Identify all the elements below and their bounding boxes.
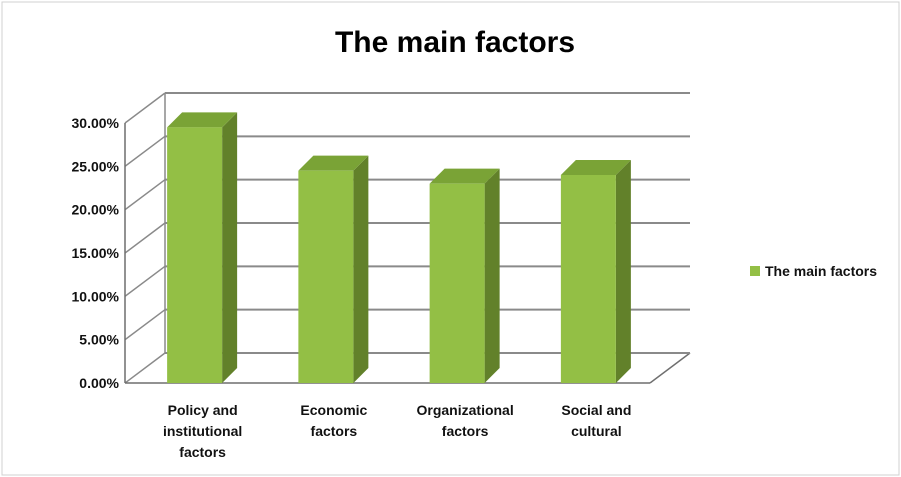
bar-side [353, 155, 369, 383]
x-tick-label-line: institutional [163, 423, 242, 439]
x-tick-label-line: factors [179, 444, 226, 460]
bar-side [615, 160, 631, 383]
legend-swatch [750, 266, 760, 276]
gridline-diagonal [124, 135, 166, 167]
gridline-diagonal [124, 179, 166, 211]
x-tick-label-line: Economic [300, 402, 367, 418]
bar-front [298, 170, 354, 383]
bar [298, 155, 369, 383]
y-tick-label: 15.00% [72, 245, 120, 261]
chart-title: The main factors [335, 26, 575, 59]
x-tick-label-line: Policy and [168, 402, 238, 418]
x-tick-label-line: Organizational [417, 402, 514, 418]
y-tick-label: 30.00% [72, 115, 120, 131]
x-tick-label-line: factors [311, 423, 358, 439]
bar-side [222, 112, 238, 383]
bar-side [484, 168, 500, 383]
bar [167, 112, 238, 383]
x-tick-label: Economic factors [300, 402, 367, 439]
y-axis-ticks: 0.00% 5.00% 10.00% 15.00% 20.00% 25.00% 30.00% [72, 115, 120, 391]
y-tick-label: 25.00% [72, 158, 120, 174]
bar [429, 168, 500, 383]
y-tick-label: 20.00% [72, 202, 120, 218]
x-tick-label-line: factors [442, 423, 489, 439]
bar-front [429, 183, 485, 383]
x-tick-label: Social and cultural [561, 402, 631, 439]
gridline-diagonal [124, 309, 166, 341]
y-tick-label: 0.00% [79, 375, 119, 391]
gridline-diagonal [124, 265, 166, 297]
y-tick-label: 5.00% [79, 332, 119, 348]
bar-front [560, 175, 616, 383]
bar-front [167, 127, 223, 383]
floor-edge [649, 352, 691, 384]
x-axis-labels: Policy and institutional factors Economic fa… [163, 402, 631, 460]
legend-label: The main factors [765, 263, 877, 279]
bar-top [298, 155, 369, 171]
bar-top [429, 168, 500, 184]
gridline-diagonal [124, 222, 166, 254]
legend: The main factors [750, 263, 877, 279]
gridline-diagonal [124, 352, 166, 384]
bar-top [167, 112, 238, 128]
gridline-diagonal [124, 92, 166, 124]
bars [167, 112, 631, 383]
x-tick-label: Organizational factors [417, 402, 514, 439]
x-tick-label-line: cultural [571, 423, 622, 439]
x-tick-label: Policy and institutional factors [163, 402, 242, 460]
bar [560, 160, 631, 383]
bar-top [560, 160, 631, 175]
y-tick-label: 10.00% [72, 288, 120, 304]
x-tick-label-line: Social and [561, 402, 631, 418]
